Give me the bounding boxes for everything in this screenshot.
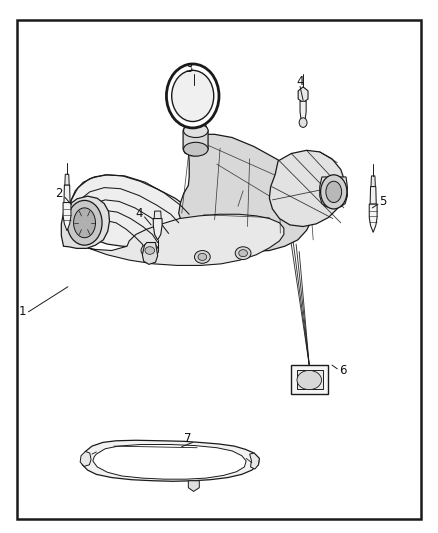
Polygon shape — [188, 481, 199, 491]
Ellipse shape — [239, 249, 247, 257]
Polygon shape — [297, 370, 323, 389]
Text: 4: 4 — [296, 75, 304, 87]
Polygon shape — [320, 177, 347, 207]
Polygon shape — [88, 214, 284, 265]
Ellipse shape — [145, 247, 155, 254]
Ellipse shape — [297, 370, 321, 390]
Text: 4: 4 — [135, 207, 143, 220]
Polygon shape — [65, 174, 69, 185]
Polygon shape — [183, 120, 208, 156]
Polygon shape — [300, 101, 306, 123]
Text: 7: 7 — [184, 432, 191, 445]
Polygon shape — [269, 150, 345, 227]
Polygon shape — [64, 185, 70, 203]
Text: 2: 2 — [55, 187, 63, 200]
Polygon shape — [67, 175, 191, 247]
Ellipse shape — [321, 175, 347, 209]
Polygon shape — [153, 219, 162, 240]
Polygon shape — [179, 134, 313, 252]
Polygon shape — [80, 451, 91, 466]
Polygon shape — [93, 445, 246, 479]
Polygon shape — [61, 196, 110, 248]
Ellipse shape — [235, 247, 251, 260]
Text: 1: 1 — [19, 305, 27, 318]
Polygon shape — [298, 87, 308, 103]
Ellipse shape — [74, 208, 95, 238]
Polygon shape — [291, 365, 328, 394]
Text: 5: 5 — [380, 195, 387, 208]
Polygon shape — [370, 187, 376, 204]
Polygon shape — [154, 211, 161, 219]
Polygon shape — [63, 203, 71, 231]
Polygon shape — [142, 243, 158, 264]
Polygon shape — [369, 204, 377, 232]
Polygon shape — [250, 453, 259, 469]
Ellipse shape — [198, 253, 207, 261]
Ellipse shape — [67, 200, 102, 245]
Ellipse shape — [184, 142, 208, 156]
Ellipse shape — [326, 181, 342, 203]
Circle shape — [299, 118, 307, 127]
Ellipse shape — [184, 124, 208, 138]
Circle shape — [166, 64, 219, 128]
Circle shape — [172, 70, 214, 122]
Text: 3: 3 — [186, 62, 193, 75]
Ellipse shape — [194, 251, 210, 263]
Polygon shape — [82, 440, 259, 481]
Polygon shape — [371, 176, 375, 187]
Ellipse shape — [141, 244, 159, 257]
Text: 6: 6 — [339, 364, 346, 377]
